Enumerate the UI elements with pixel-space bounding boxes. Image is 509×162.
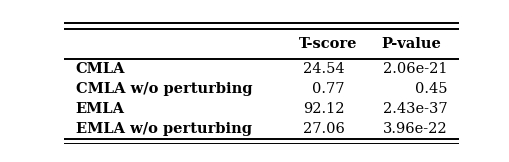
Text: 2.06e-21: 2.06e-21 <box>382 62 446 76</box>
Text: 0.77: 0.77 <box>312 82 344 96</box>
Text: P-value: P-value <box>381 37 441 51</box>
Text: 0.45: 0.45 <box>414 82 446 96</box>
Text: 3.96e-22: 3.96e-22 <box>382 122 446 136</box>
Text: 27.06: 27.06 <box>302 122 344 136</box>
Text: CMLA: CMLA <box>75 62 125 76</box>
Text: 92.12: 92.12 <box>302 102 344 116</box>
Text: EMLA w/o perturbing: EMLA w/o perturbing <box>75 122 251 136</box>
Text: T-score: T-score <box>299 37 357 51</box>
Text: 2.43e-37: 2.43e-37 <box>382 102 446 116</box>
Text: 24.54: 24.54 <box>302 62 344 76</box>
Text: EMLA: EMLA <box>75 102 124 116</box>
Text: CMLA w/o perturbing: CMLA w/o perturbing <box>75 82 251 96</box>
